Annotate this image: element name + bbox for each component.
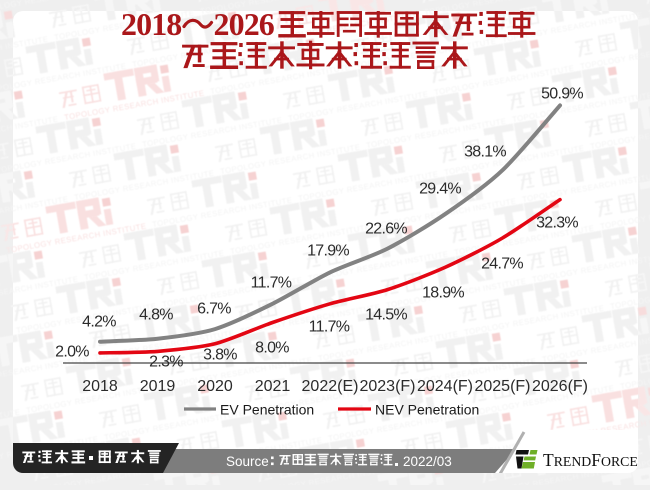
svg-text:2024(F): 2024(F) — [417, 378, 473, 395]
svg-text:NEV Penetration: NEV Penetration — [375, 402, 479, 418]
svg-text:4.8%: 4.8% — [139, 307, 173, 324]
svg-text:2018: 2018 — [82, 378, 118, 395]
svg-text:EV Penetration: EV Penetration — [220, 402, 314, 418]
svg-text:24.7%: 24.7% — [481, 256, 523, 273]
svg-text:50.9%: 50.9% — [541, 86, 583, 103]
svg-text:18.9%: 18.9% — [422, 285, 464, 302]
svg-text:17.9%: 17.9% — [307, 243, 349, 260]
svg-text:2022/03: 2022/03 — [403, 454, 452, 469]
svg-text:22.6%: 22.6% — [365, 221, 407, 238]
svg-text:2021: 2021 — [255, 378, 291, 395]
svg-text:2026: 2026 — [214, 6, 275, 42]
svg-text:29.4%: 29.4% — [419, 181, 461, 198]
svg-text:38.1%: 38.1% — [464, 144, 506, 161]
svg-text:Source: Source — [226, 454, 269, 469]
svg-text:8.0%: 8.0% — [255, 340, 289, 357]
svg-text:2022(E): 2022(E) — [302, 378, 359, 395]
svg-text:11.7%: 11.7% — [251, 275, 292, 292]
svg-text:2020: 2020 — [197, 378, 233, 395]
svg-text:2.0%: 2.0% — [55, 344, 89, 361]
svg-text:32.3%: 32.3% — [536, 215, 578, 232]
svg-text:2019: 2019 — [140, 378, 176, 395]
svg-text:2.3%: 2.3% — [149, 354, 183, 371]
svg-text:4.2%: 4.2% — [82, 314, 116, 331]
svg-text:2025(F): 2025(F) — [474, 378, 530, 395]
svg-text:2018: 2018 — [121, 6, 181, 42]
svg-text:3.8%: 3.8% — [203, 347, 237, 364]
svg-text:14.5%: 14.5% — [365, 307, 407, 324]
svg-text:6.7%: 6.7% — [197, 301, 231, 318]
svg-text:2023(F): 2023(F) — [359, 378, 415, 395]
svg-text:2026(F): 2026(F) — [532, 378, 588, 395]
svg-text:11.7%: 11.7% — [309, 319, 350, 336]
